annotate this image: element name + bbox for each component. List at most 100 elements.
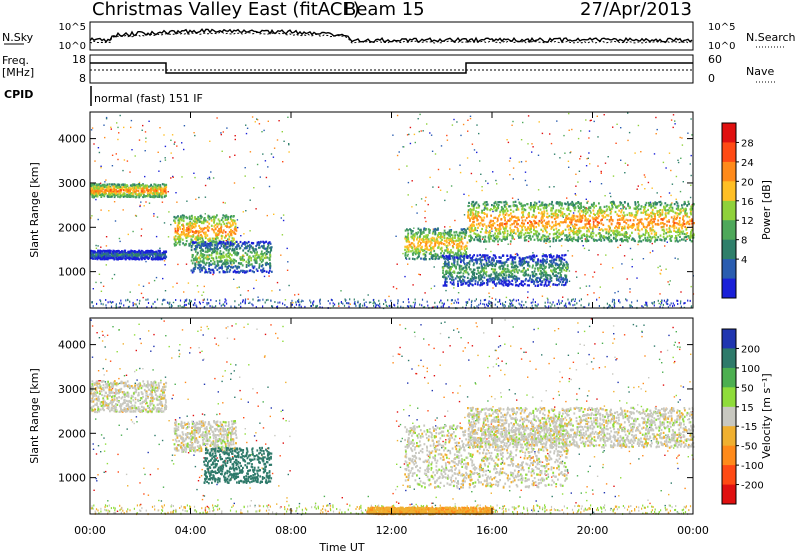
echo-cell [265,252,268,256]
echo-cell [174,217,177,220]
echo-cell [667,212,670,215]
echo-cell [587,228,590,231]
echo-cell [158,192,160,195]
speckle [518,161,520,163]
echo-cell [568,233,571,237]
ground-scatter [240,305,242,308]
echo-cell [227,217,229,220]
speckle [620,208,622,210]
echo-cell [568,225,571,228]
echo-cell [248,243,251,247]
speckle [593,292,595,294]
speckle [159,127,161,129]
echo-cell [163,195,166,198]
echo-cell [264,254,267,257]
ground-scatter [673,304,675,307]
echo-cell [142,189,145,192]
echo-cell [265,250,268,253]
ground-scatter [450,299,453,302]
echo-cell [447,248,449,251]
echo-cell [176,224,179,227]
ground-scatter [456,301,458,304]
echo-cell [405,250,408,253]
echo-cell [483,212,485,215]
echo-cell [682,218,684,221]
ground-scatter [271,305,273,308]
echo-cell [231,240,234,243]
ground-scatter [304,305,306,308]
ground-scatter [264,301,266,304]
echo-cell [555,239,557,242]
echo-cell [125,190,128,193]
speckle [665,167,667,169]
speckle [548,241,550,243]
echo-cell [208,226,211,229]
echo-cell [663,223,666,226]
echo-cell [580,219,583,222]
echo-cell [236,254,238,257]
echo-cell [572,218,574,221]
echo-cell [163,183,166,186]
echo-cell [434,257,437,261]
echo-cell [680,223,683,226]
echo-cell [95,186,98,189]
echo-cell [404,248,406,251]
echo-cell [238,266,241,269]
echo-cell [212,229,215,232]
echo-cell [113,193,115,196]
ground-scatter [558,303,561,306]
speckle [670,169,672,172]
echo-cell [547,238,550,241]
echo-cell [194,231,197,234]
ground-scatter [414,303,416,306]
echo-cell [254,254,257,257]
echo-cell [125,186,128,189]
echo-cell [404,237,407,240]
ground-scatter [238,303,240,306]
echo-cell [539,208,542,211]
echo-cell [225,234,227,237]
echo-cell [406,254,409,257]
speckle [396,114,399,117]
echo-cell [202,257,205,260]
echo-cell [97,186,100,189]
ground-scatter [195,304,197,307]
echo-cell [654,239,657,242]
speckle [508,160,511,162]
ground-scatter [518,302,520,305]
echo-cell [500,209,503,212]
ground-scatter [372,299,374,302]
echo-cell [189,230,191,233]
echo-cell [224,236,226,239]
ground-scatter [486,303,488,306]
echo-cell [162,253,164,256]
speckle [652,250,654,252]
echo-cell [556,230,559,233]
echo-cell [102,191,105,194]
echo-cell [227,254,230,257]
speckle [598,226,600,229]
echo-cell [202,244,205,247]
echo-cell [512,210,515,213]
echo-cell [612,236,615,239]
ground-scatter [440,305,442,308]
echo-cell [434,230,437,233]
echo-cell [541,217,543,220]
speckle [278,120,280,122]
echo-cell [94,252,97,255]
echo-cell [196,242,199,245]
echo-cell [266,247,269,250]
echo-cell [133,255,136,259]
echo-cell [251,246,254,249]
ground-scatter [402,301,404,303]
ground-scatter [572,298,574,301]
ground-scatter [397,299,399,302]
echo-cell [503,231,506,235]
echo-cell [208,244,211,247]
echo-cell [596,239,598,242]
echo-cell [244,251,247,255]
speckle [580,155,582,158]
ground-scatter [684,302,686,304]
speckle [446,246,448,249]
ground-scatter [194,298,196,301]
